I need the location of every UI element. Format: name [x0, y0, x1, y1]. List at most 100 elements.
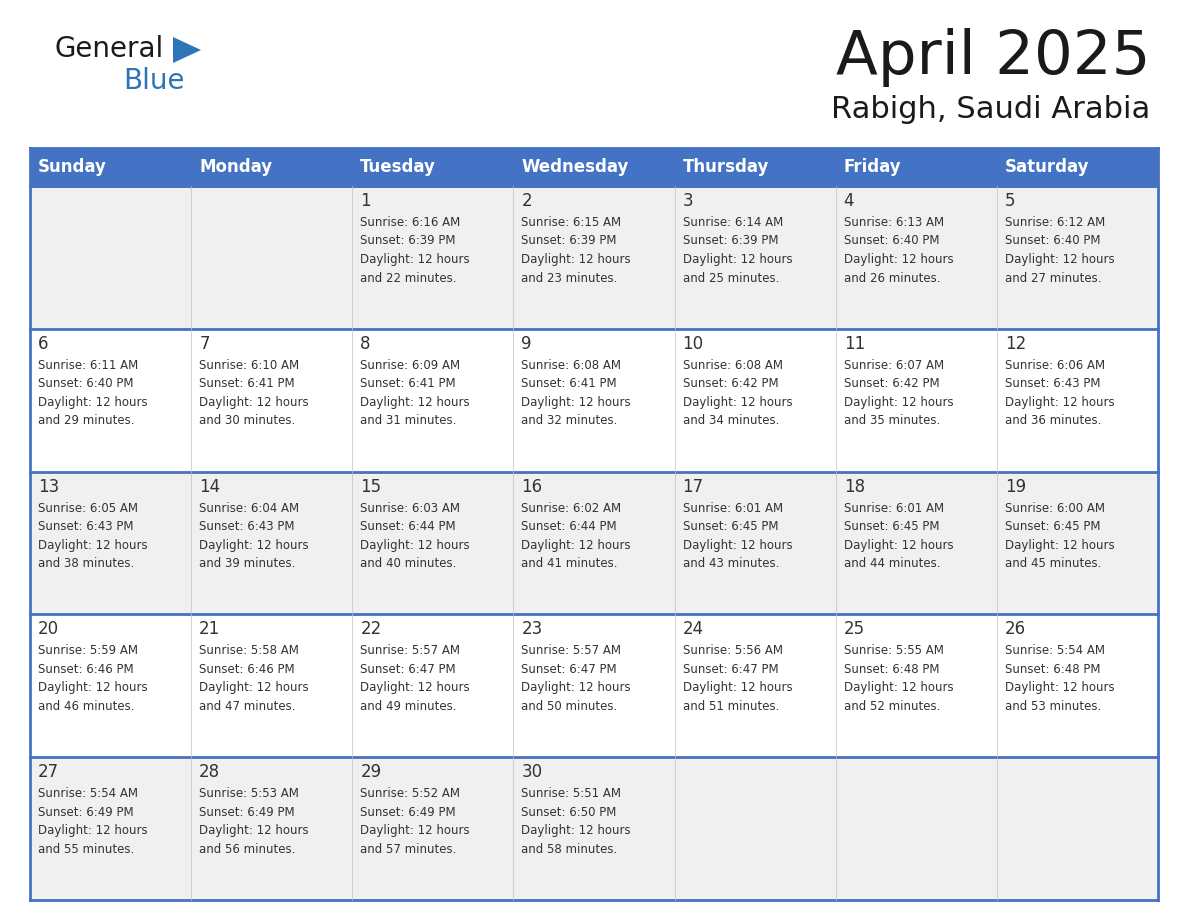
Text: Sunrise: 5:54 AM: Sunrise: 5:54 AM	[38, 788, 138, 800]
Text: Daylight: 12 hours: Daylight: 12 hours	[360, 681, 470, 694]
Bar	[997, 329, 1158, 472]
Text: and 45 minutes.: and 45 minutes.	[1005, 557, 1101, 570]
Text: Wednesday: Wednesday	[522, 158, 628, 176]
Text: Sunset: 6:44 PM: Sunset: 6:44 PM	[360, 521, 456, 533]
Text: 29: 29	[360, 763, 381, 781]
Text: and 38 minutes.: and 38 minutes.	[38, 557, 134, 570]
Text: 2: 2	[522, 192, 532, 210]
Bar	[30, 186, 191, 329]
Text: 24: 24	[683, 621, 703, 638]
Text: Sunset: 6:43 PM: Sunset: 6:43 PM	[1005, 377, 1100, 390]
Text: and 47 minutes.: and 47 minutes.	[200, 700, 296, 713]
Text: 7: 7	[200, 335, 209, 353]
Bar	[997, 186, 1158, 329]
Text: Daylight: 12 hours: Daylight: 12 hours	[843, 396, 953, 409]
Text: Sunset: 6:45 PM: Sunset: 6:45 PM	[1005, 521, 1100, 533]
Bar	[191, 186, 353, 329]
Text: Thursday: Thursday	[683, 158, 769, 176]
Bar	[513, 148, 675, 186]
Text: Sunset: 6:43 PM: Sunset: 6:43 PM	[38, 521, 133, 533]
Text: Daylight: 12 hours: Daylight: 12 hours	[38, 824, 147, 837]
Text: Daylight: 12 hours: Daylight: 12 hours	[843, 681, 953, 694]
Text: Daylight: 12 hours: Daylight: 12 hours	[38, 681, 147, 694]
Text: Sunset: 6:47 PM: Sunset: 6:47 PM	[683, 663, 778, 676]
Text: and 27 minutes.: and 27 minutes.	[1005, 272, 1101, 285]
Text: Sunrise: 6:01 AM: Sunrise: 6:01 AM	[843, 501, 943, 515]
Text: Sunset: 6:39 PM: Sunset: 6:39 PM	[522, 234, 617, 248]
Text: Sunrise: 5:59 AM: Sunrise: 5:59 AM	[38, 644, 138, 657]
Text: Sunrise: 6:15 AM: Sunrise: 6:15 AM	[522, 216, 621, 229]
Text: Saturday: Saturday	[1005, 158, 1089, 176]
Text: Sunrise: 6:03 AM: Sunrise: 6:03 AM	[360, 501, 460, 515]
Text: Sunrise: 5:57 AM: Sunrise: 5:57 AM	[522, 644, 621, 657]
Text: and 41 minutes.: and 41 minutes.	[522, 557, 618, 570]
Bar	[835, 614, 997, 757]
Text: 27: 27	[38, 763, 59, 781]
Text: Sunrise: 6:06 AM: Sunrise: 6:06 AM	[1005, 359, 1105, 372]
Bar	[353, 757, 513, 900]
Text: Daylight: 12 hours: Daylight: 12 hours	[522, 253, 631, 266]
Bar	[835, 186, 997, 329]
Text: Sunrise: 6:08 AM: Sunrise: 6:08 AM	[522, 359, 621, 372]
Text: Daylight: 12 hours: Daylight: 12 hours	[200, 396, 309, 409]
Text: Sunrise: 6:05 AM: Sunrise: 6:05 AM	[38, 501, 138, 515]
Text: and 39 minutes.: and 39 minutes.	[200, 557, 296, 570]
Text: and 30 minutes.: and 30 minutes.	[200, 414, 296, 427]
Text: Tuesday: Tuesday	[360, 158, 436, 176]
Text: 17: 17	[683, 477, 703, 496]
Text: April 2025: April 2025	[835, 28, 1150, 87]
Text: 22: 22	[360, 621, 381, 638]
Text: and 44 minutes.: and 44 minutes.	[843, 557, 940, 570]
Text: General: General	[55, 35, 164, 63]
Bar	[513, 757, 675, 900]
Text: Sunset: 6:46 PM: Sunset: 6:46 PM	[200, 663, 295, 676]
Text: and 53 minutes.: and 53 minutes.	[1005, 700, 1101, 713]
Bar	[353, 329, 513, 472]
Text: Sunrise: 6:02 AM: Sunrise: 6:02 AM	[522, 501, 621, 515]
Text: 4: 4	[843, 192, 854, 210]
Text: Sunrise: 6:01 AM: Sunrise: 6:01 AM	[683, 501, 783, 515]
Text: Friday: Friday	[843, 158, 902, 176]
Text: Daylight: 12 hours: Daylight: 12 hours	[683, 396, 792, 409]
Text: Daylight: 12 hours: Daylight: 12 hours	[200, 824, 309, 837]
Text: Sunset: 6:41 PM: Sunset: 6:41 PM	[360, 377, 456, 390]
Text: Daylight: 12 hours: Daylight: 12 hours	[522, 681, 631, 694]
Bar	[353, 472, 513, 614]
Text: 20: 20	[38, 621, 59, 638]
Bar	[675, 186, 835, 329]
Text: 26: 26	[1005, 621, 1026, 638]
Text: and 58 minutes.: and 58 minutes.	[522, 843, 618, 856]
Bar	[191, 148, 353, 186]
Text: Sunrise: 5:54 AM: Sunrise: 5:54 AM	[1005, 644, 1105, 657]
Bar	[513, 329, 675, 472]
Text: Sunset: 6:45 PM: Sunset: 6:45 PM	[683, 521, 778, 533]
Bar	[30, 614, 191, 757]
Bar	[675, 472, 835, 614]
Text: Sunset: 6:47 PM: Sunset: 6:47 PM	[360, 663, 456, 676]
Text: Sunrise: 6:04 AM: Sunrise: 6:04 AM	[200, 501, 299, 515]
Text: Sunday: Sunday	[38, 158, 107, 176]
Text: and 52 minutes.: and 52 minutes.	[843, 700, 940, 713]
Text: Sunrise: 5:52 AM: Sunrise: 5:52 AM	[360, 788, 460, 800]
Text: 30: 30	[522, 763, 543, 781]
Text: and 55 minutes.: and 55 minutes.	[38, 843, 134, 856]
Text: and 51 minutes.: and 51 minutes.	[683, 700, 779, 713]
Text: Sunrise: 6:13 AM: Sunrise: 6:13 AM	[843, 216, 943, 229]
Bar	[191, 329, 353, 472]
Bar	[191, 614, 353, 757]
Text: Sunrise: 6:12 AM: Sunrise: 6:12 AM	[1005, 216, 1105, 229]
Text: Sunset: 6:42 PM: Sunset: 6:42 PM	[843, 377, 940, 390]
Bar	[997, 472, 1158, 614]
Bar	[997, 757, 1158, 900]
Text: 21: 21	[200, 621, 221, 638]
Text: Sunset: 6:40 PM: Sunset: 6:40 PM	[38, 377, 133, 390]
Bar	[30, 472, 191, 614]
Text: Sunrise: 5:58 AM: Sunrise: 5:58 AM	[200, 644, 299, 657]
Text: Daylight: 12 hours: Daylight: 12 hours	[683, 539, 792, 552]
Text: Daylight: 12 hours: Daylight: 12 hours	[843, 253, 953, 266]
Text: 15: 15	[360, 477, 381, 496]
Text: Daylight: 12 hours: Daylight: 12 hours	[1005, 253, 1114, 266]
Bar	[835, 757, 997, 900]
Text: Daylight: 12 hours: Daylight: 12 hours	[1005, 396, 1114, 409]
Text: and 43 minutes.: and 43 minutes.	[683, 557, 779, 570]
